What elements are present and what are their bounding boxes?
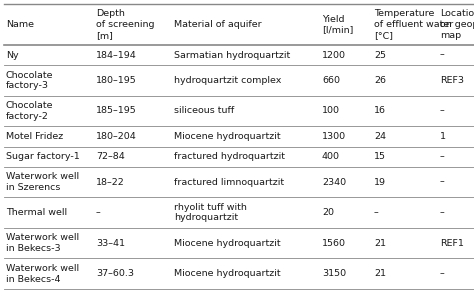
Text: Miocene hydroquartzit: Miocene hydroquartzit (174, 239, 281, 248)
Text: 20: 20 (322, 208, 334, 217)
Text: 16: 16 (374, 106, 386, 115)
Text: –: – (96, 208, 101, 217)
Text: –: – (374, 208, 379, 217)
Text: 18–22: 18–22 (96, 178, 125, 187)
Bar (4, 228, 474, 258)
Text: Motel Fridez: Motel Fridez (6, 132, 63, 141)
Text: fractured limnoquartzit: fractured limnoquartzit (174, 178, 284, 187)
Text: 37–60.3: 37–60.3 (96, 269, 134, 278)
Bar (4, 146, 474, 167)
Text: rhyolit tuff with
hydroquartzit: rhyolit tuff with hydroquartzit (174, 203, 247, 222)
Bar (4, 258, 474, 289)
Bar (4, 167, 474, 197)
Text: 185–195: 185–195 (96, 106, 137, 115)
Text: Temperature
of effluent water
[°C]: Temperature of effluent water [°C] (374, 9, 453, 40)
Text: 19: 19 (374, 178, 386, 187)
Text: 1560: 1560 (322, 239, 346, 248)
Text: 100: 100 (322, 106, 340, 115)
Bar (4, 45, 474, 65)
Text: 184–194: 184–194 (96, 50, 137, 59)
Text: 33–41: 33–41 (96, 239, 125, 248)
Text: –: – (440, 50, 445, 59)
Text: –: – (440, 152, 445, 161)
Text: 180–204: 180–204 (96, 132, 137, 141)
Text: 1: 1 (440, 132, 446, 141)
Text: Sugar factory-1: Sugar factory-1 (6, 152, 80, 161)
Bar (4, 126, 474, 146)
Text: Waterwork well
in Bekecs-3: Waterwork well in Bekecs-3 (6, 233, 79, 253)
Text: –: – (440, 269, 445, 278)
Text: Miocene hydroquartzit: Miocene hydroquartzit (174, 269, 281, 278)
Bar (4, 197, 474, 228)
Text: 25: 25 (374, 50, 386, 59)
Text: REF3: REF3 (440, 76, 464, 85)
Text: –: – (440, 178, 445, 187)
Text: –: – (440, 106, 445, 115)
Bar (4, 96, 474, 126)
Text: 72–84: 72–84 (96, 152, 125, 161)
Text: 21: 21 (374, 239, 386, 248)
Text: Chocolate
factory-2: Chocolate factory-2 (6, 101, 54, 121)
Text: Thermal well: Thermal well (6, 208, 67, 217)
Text: Name: Name (6, 20, 34, 29)
Text: 400: 400 (322, 152, 340, 161)
Text: Yield
[l/min]: Yield [l/min] (322, 15, 354, 34)
Text: 24: 24 (374, 132, 386, 141)
Text: Location
on geophysical
map: Location on geophysical map (440, 9, 474, 40)
Text: Miocene hydroquartzit: Miocene hydroquartzit (174, 132, 281, 141)
Text: Waterwork well
in Szerencs: Waterwork well in Szerencs (6, 172, 79, 192)
Text: Ny: Ny (6, 50, 18, 59)
Text: Waterwork well
in Bekecs-4: Waterwork well in Bekecs-4 (6, 264, 79, 284)
Text: 26: 26 (374, 76, 386, 85)
Text: REF1: REF1 (440, 239, 464, 248)
Bar (4, 4, 474, 45)
Text: –: – (440, 208, 445, 217)
Text: 15: 15 (374, 152, 386, 161)
Text: 3150: 3150 (322, 269, 346, 278)
Text: hydroquartzit complex: hydroquartzit complex (174, 76, 282, 85)
Text: 2340: 2340 (322, 178, 346, 187)
Text: 660: 660 (322, 76, 340, 85)
Text: 21: 21 (374, 269, 386, 278)
Text: Depth
of screening
[m]: Depth of screening [m] (96, 9, 155, 40)
Text: 1300: 1300 (322, 132, 346, 141)
Text: siliceous tuff: siliceous tuff (174, 106, 234, 115)
Text: fractured hydroquartzit: fractured hydroquartzit (174, 152, 285, 161)
Text: 1200: 1200 (322, 50, 346, 59)
Text: Chocolate
factory-3: Chocolate factory-3 (6, 71, 54, 90)
Text: Sarmatian hydroquartzit: Sarmatian hydroquartzit (174, 50, 290, 59)
Text: Material of aquifer: Material of aquifer (174, 20, 262, 29)
Text: 180–195: 180–195 (96, 76, 137, 85)
Bar (4, 65, 474, 96)
